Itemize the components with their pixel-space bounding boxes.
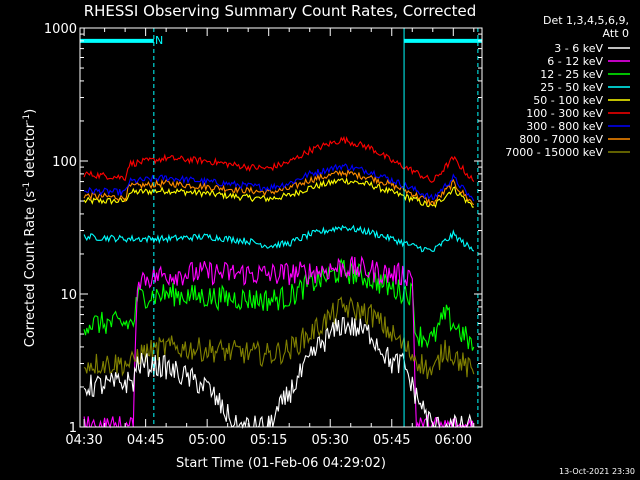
series-line-3-6-keV	[83, 317, 474, 429]
y-axis-label-end: )	[23, 109, 38, 114]
y-axis: 1 10 100 1000	[44, 22, 482, 436]
x-tick-label-05:30: 05:30	[311, 433, 348, 448]
y-tick-label-1: 1	[69, 421, 77, 436]
y-axis-label-sup2: -1	[22, 114, 32, 123]
y-tick-label-100: 100	[52, 155, 77, 170]
y-tick-label-1000: 1000	[44, 22, 77, 37]
series-line-12-25-keV	[83, 258, 475, 351]
series-line-25-50-keV	[83, 224, 475, 253]
x-axis-label: Start Time (01-Feb-06 04:29:02)	[176, 456, 386, 471]
legend-label-50-100-keV: 50 - 100 keV	[533, 94, 603, 107]
legend-label-12-25-keV: 12 - 25 keV	[540, 68, 603, 81]
series-line-50-100-keV	[83, 176, 474, 209]
x-tick-label-05:45: 05:45	[373, 433, 410, 448]
series-layer	[83, 135, 475, 429]
series-line-100-300-keV	[83, 135, 475, 183]
y-axis-label-sup1: -1	[22, 182, 32, 191]
legend-label-6-12-keV: 6 - 12 keV	[547, 55, 603, 68]
series-line-300-800-keV	[83, 163, 475, 202]
series-line-800-7000-keV	[83, 168, 475, 207]
y-tick-label-10: 10	[60, 288, 77, 303]
legend-label-3-6-keV: 3 - 6 keV	[554, 42, 603, 55]
y-axis-label-mid: detector	[23, 122, 38, 182]
legend-header-line2: Att 0	[603, 27, 629, 40]
x-tick-label-05:00: 05:00	[188, 433, 225, 448]
y-axis-label-main: Corrected Count Rate (s	[23, 191, 38, 348]
legend-label-300-800-keV: 300 - 800 keV	[526, 120, 603, 133]
legend-label-100-300-keV: 100 - 300 keV	[526, 107, 603, 120]
series-line-6-12-keV	[83, 255, 475, 429]
y-axis-label: Corrected Count Rate (s-1 detector-1)	[22, 109, 38, 347]
series-line-7000-15000-keV	[83, 296, 475, 380]
x-tick-label-05:15: 05:15	[250, 433, 287, 448]
plot-frame	[79, 27, 483, 428]
x-tick-label-04:30: 04:30	[65, 433, 102, 448]
legend-label-25-50-keV: 25 - 50 keV	[540, 81, 603, 94]
legend-label-800-7000-keV: 800 - 7000 keV	[519, 133, 603, 146]
legend-label-7000-15000-keV: 7000 - 15000 keV	[505, 146, 603, 159]
annotation-n: N	[155, 34, 163, 47]
x-tick-label-04:45: 04:45	[127, 433, 164, 448]
legend-header-line1: Det 1,3,4,5,6,9,	[543, 14, 629, 27]
x-tick-label-06:00: 06:00	[435, 433, 472, 448]
x-axis: 04:30 04:45 05:00 05:15 05:30 05:45 06:00	[65, 28, 475, 448]
footer-timestamp: 13-Oct-2021 23:30	[559, 467, 635, 476]
chart-title: RHESSI Observing Summary Count Rates, Co…	[84, 2, 477, 20]
